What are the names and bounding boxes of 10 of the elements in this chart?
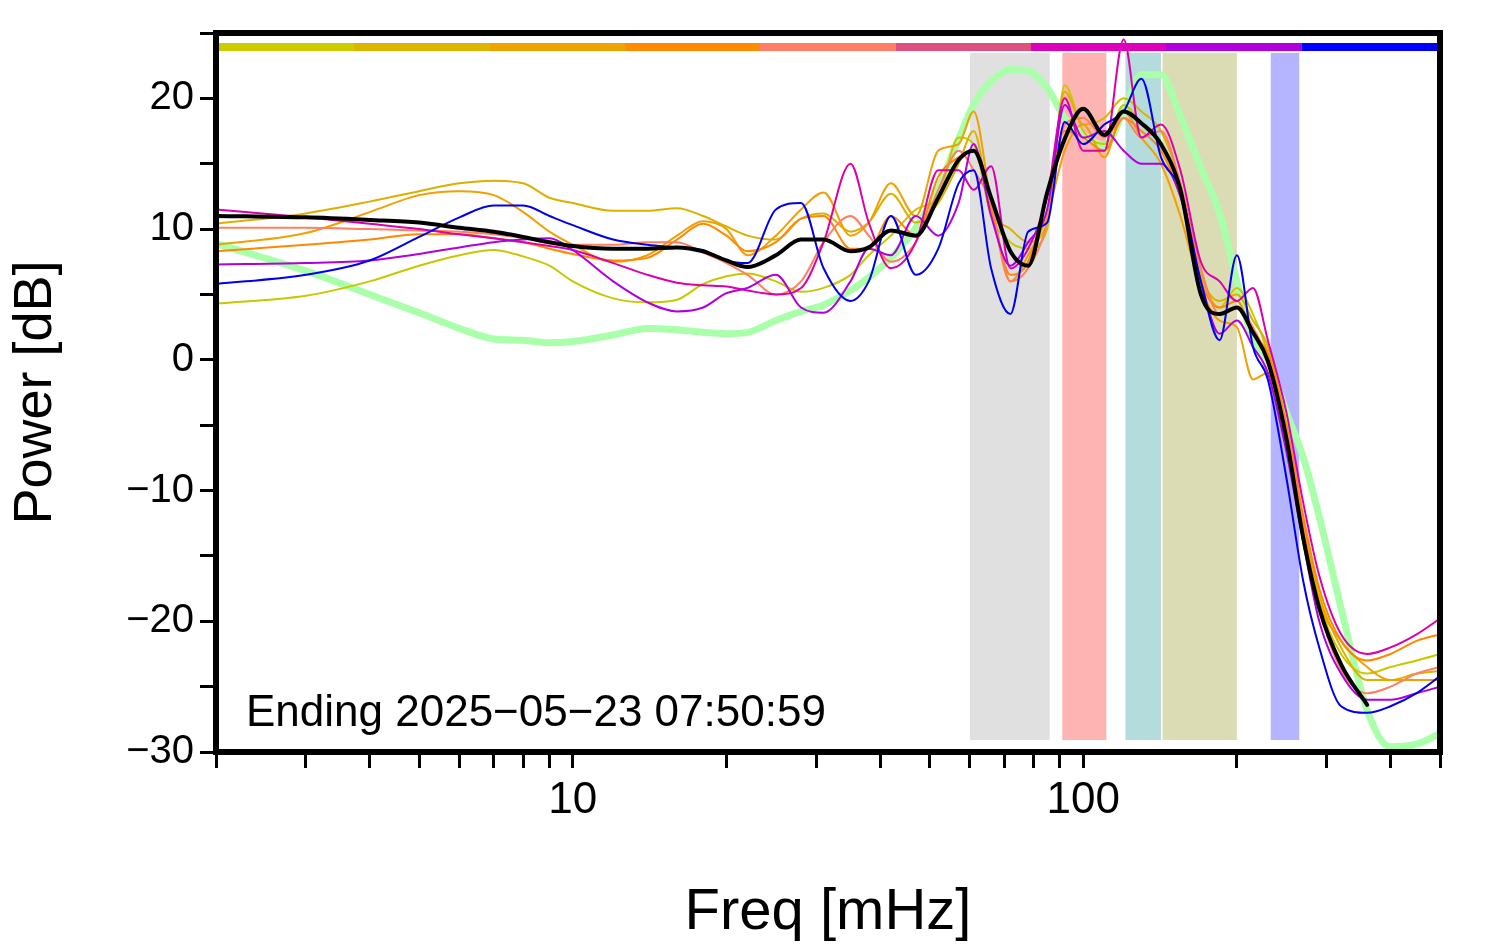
y-tick-label: 0 [171,334,194,379]
y-tick-label: 10 [149,204,194,249]
y-tick-label: −20 [126,596,194,641]
y-tick-label: −30 [126,727,194,772]
x-axis-title: Freq [mHz] [684,876,972,942]
y-tick-label: 20 [149,73,194,118]
y-axis-title: Power [dB] [2,260,63,525]
y-tick-label: −10 [126,465,194,510]
x-tick-label: 100 [1046,772,1120,822]
annotation: Ending 2025−05−23 07:50:59 [246,686,826,735]
